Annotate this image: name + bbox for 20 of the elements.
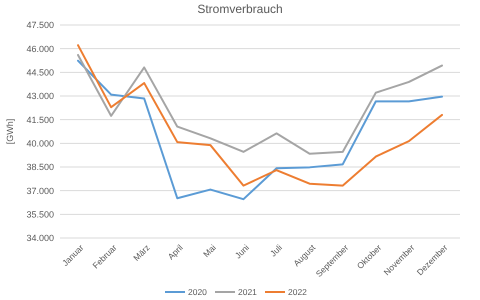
line-series bbox=[77, 54, 443, 155]
y-tick-label: 35.500 bbox=[26, 209, 54, 220]
y-axis-title: [GWh] bbox=[5, 118, 15, 144]
x-tick-label: Mai bbox=[201, 242, 218, 260]
line-series bbox=[77, 44, 443, 187]
x-tick-label: Juli bbox=[268, 242, 284, 259]
chart-title: Stromverbrauch bbox=[197, 2, 283, 16]
legend-label: 2021 bbox=[238, 286, 258, 297]
y-tick-label: 37.000 bbox=[26, 186, 54, 196]
y-tick-label: 47.500 bbox=[26, 20, 54, 30]
y-tick-label: 38.500 bbox=[26, 162, 54, 172]
y-tick-label: 34.000 bbox=[26, 233, 54, 244]
legend-label: 2020 bbox=[188, 286, 208, 297]
line-series bbox=[77, 60, 443, 200]
y-tick-label: 43.000 bbox=[26, 91, 54, 102]
legend-label: 2022 bbox=[288, 286, 308, 297]
y-tick-label: 44.500 bbox=[26, 67, 54, 78]
y-tick-label: 41.500 bbox=[26, 114, 54, 125]
y-tick-label: 40.000 bbox=[26, 138, 54, 148]
y-tick-label: 46.000 bbox=[26, 44, 54, 54]
